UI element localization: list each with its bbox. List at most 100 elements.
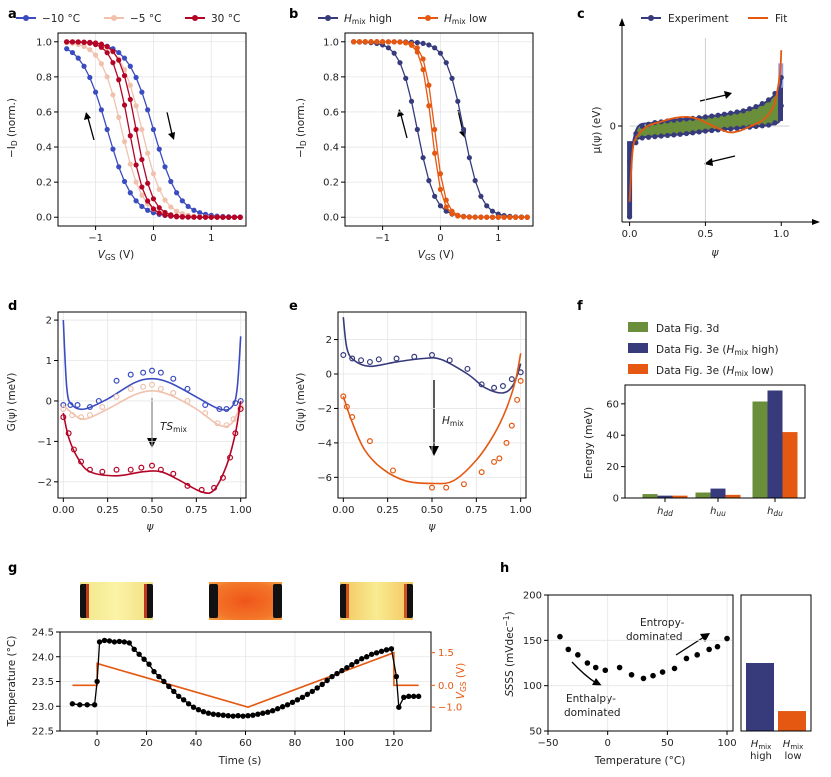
h-point-5 — [602, 667, 609, 674]
a-series-0-v_up-point-9 — [116, 164, 122, 170]
b-xtick-2: 1 — [495, 233, 501, 244]
bar-label-high: high — [750, 751, 772, 762]
thermal-image-1 — [80, 582, 153, 620]
d-point-1-10 — [170, 389, 177, 396]
c-upper-point-21 — [759, 100, 765, 107]
b-series-0-v_down-point-24 — [489, 208, 496, 214]
h-point-15 — [714, 643, 721, 650]
f-ytick-2: 40 — [606, 431, 619, 442]
h-xtick-0: −50 — [537, 738, 558, 749]
b-series-0-v_up-point-13 — [426, 178, 432, 184]
d-point-2-1 — [65, 430, 72, 437]
a-series-0-v_up-point-7 — [104, 126, 110, 133]
f-bar-h_uu-0 — [695, 492, 711, 498]
panel-label-c: c — [577, 7, 585, 22]
d-point-2-14 — [211, 484, 218, 491]
c-upper-point-14 — [715, 112, 721, 118]
c-lower-point-22 — [766, 122, 772, 128]
d-point-2-11 — [170, 470, 177, 477]
f-bar-h_du-2 — [782, 432, 798, 498]
e-point-1-0 — [340, 393, 347, 400]
h-point-12 — [683, 655, 690, 662]
d-curve-0 — [62, 320, 242, 411]
b-xtick-0: −1 — [375, 233, 390, 244]
b-series-1-v_down-point-17 — [449, 208, 455, 214]
e-point-1-9 — [491, 458, 498, 465]
g-temp-point-20 — [171, 688, 177, 695]
a-series-0-v_up-point-11 — [127, 190, 133, 196]
h-xtick-3: 100 — [717, 738, 736, 749]
b-series-1-v_down-point-9 — [403, 39, 409, 46]
b-series-1-v_down-point-12 — [420, 56, 426, 62]
a-series-0-v_up-point-5 — [93, 89, 99, 95]
c-lower-point-8 — [677, 131, 683, 137]
d-point-0-14 — [223, 406, 230, 413]
a-series-1-v_up-point-10 — [121, 139, 128, 145]
a-series-0-v_down-point-18 — [168, 178, 174, 185]
panel-a-chart: −10 °C −5 °C 30 °C VGS (V) −ID (norm.) −… — [6, 13, 247, 262]
b-series-1-v_down-point-25 — [495, 214, 501, 220]
d-point-2-12 — [184, 482, 191, 489]
d-point-1-0 — [60, 406, 67, 413]
g-temp-point-35 — [245, 712, 251, 719]
g-temp-point-36 — [250, 712, 256, 718]
x-axis-label-d: ψ — [147, 521, 155, 533]
b-series-1-v_down-point-18 — [455, 212, 461, 218]
b-series-1-v_down-point-23 — [484, 214, 490, 220]
d-point-0-6 — [127, 371, 134, 378]
g-temp-point-23 — [185, 701, 192, 707]
a-series-2-v_down-point-24 — [202, 214, 209, 220]
g-temp-point-8 — [111, 639, 118, 645]
g-temp-point-49 — [314, 685, 320, 691]
a-series-2-v_down-point-25 — [208, 214, 214, 220]
a-series-2-v_up-point-12 — [133, 162, 139, 168]
y-axis-label-f: Energy (meV) — [583, 407, 595, 479]
d-point-2-2 — [70, 446, 77, 453]
category-huu: huu — [710, 506, 726, 518]
g-temp-point-24 — [190, 704, 197, 710]
b-series-0-v_down-point-20 — [466, 155, 472, 161]
g-temp-point-27 — [205, 710, 212, 716]
panel-b-chart: Hmix high Hmix low VGS (V) −ID (norm.) −… — [295, 13, 534, 262]
panel-label-e: e — [289, 299, 298, 314]
d-point-1-13 — [214, 420, 221, 427]
a-series-1-v_down-point-19 — [173, 208, 180, 214]
a-series-0-v_up-point-1 — [69, 49, 76, 56]
g-xtick-4: 80 — [289, 738, 302, 749]
a-series-0-v_up-point-10 — [121, 178, 128, 185]
g-temp-point-6 — [101, 637, 108, 644]
a-series-2-v_down-point-0 — [64, 39, 70, 45]
h-ytick-3: 200 — [523, 591, 542, 602]
g-temp-point-5 — [96, 639, 103, 645]
a-series-2-v_down-point-22 — [191, 214, 197, 220]
b-ytick-3: 0.6 — [323, 107, 339, 118]
d-point-2-7 — [127, 466, 134, 473]
a-series-0-v_down-point-16 — [156, 146, 162, 152]
f-ytick-0: 0 — [613, 494, 619, 505]
a-series-2-v_up-point-11 — [127, 133, 133, 139]
e-point-1-3 — [366, 438, 373, 445]
b-series-0-v_up-point-7 — [391, 50, 397, 56]
g-temp-point-32 — [230, 713, 236, 719]
a-series-2-v_down-point-27 — [220, 214, 226, 220]
h-point-14 — [706, 646, 712, 653]
f-bar-h_uu-1 — [710, 488, 726, 498]
b-frame — [344, 32, 534, 227]
a-series-1-v_down-point-15 — [150, 171, 157, 177]
e-xtick-0: 0.00 — [332, 505, 354, 516]
a-series-2-v_down-point-20 — [179, 214, 185, 220]
e-ytick-2: −2 — [317, 404, 332, 415]
c-upper-point-19 — [747, 106, 753, 112]
g-temp-point-29 — [215, 711, 221, 718]
c-y-axis-arrow — [619, 18, 625, 26]
arrow-up-b — [400, 114, 408, 139]
e-ytick-4: 2 — [326, 335, 332, 346]
c-lower-point-11 — [696, 129, 702, 135]
panel-label-g: g — [8, 561, 17, 576]
e-point-0-10 — [478, 381, 485, 388]
e-point-0-9 — [464, 365, 471, 372]
h-bar-1 — [778, 711, 806, 731]
g-temp-point-66 — [396, 704, 402, 710]
e-point-1-10 — [496, 455, 503, 462]
